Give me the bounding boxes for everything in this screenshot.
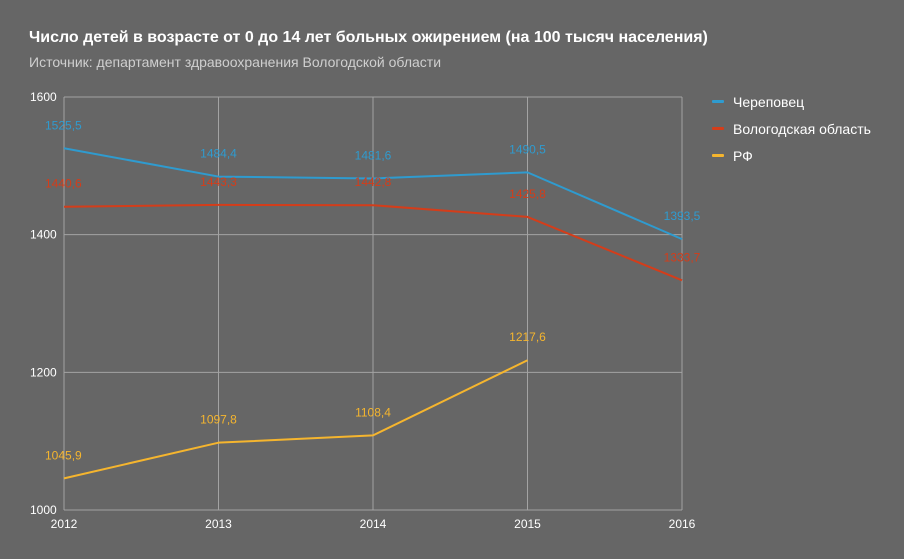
data-label: 1484,4 xyxy=(200,147,237,161)
data-label: 1333,7 xyxy=(664,250,701,264)
data-label: 1393,5 xyxy=(664,209,701,223)
data-label: 1525,5 xyxy=(45,118,82,132)
data-label: 1108,4 xyxy=(355,405,391,419)
series-line-1 xyxy=(63,203,683,282)
chart-title: Число детей в возрасте от 0 до 14 лет бо… xyxy=(29,29,708,46)
y-tick-label: 1600 xyxy=(30,90,57,104)
series-line-0 xyxy=(63,147,683,241)
data-label: 1481,6 xyxy=(355,148,392,162)
data-label: 1097,8 xyxy=(200,413,237,427)
x-tick-label: 2015 xyxy=(514,517,541,531)
y-tick-label: 1200 xyxy=(30,365,57,379)
data-label: 1425,8 xyxy=(509,187,546,201)
legend-swatch xyxy=(712,127,724,130)
chart-subtitle: Источник: департамент здравоохранения Во… xyxy=(29,54,442,70)
x-tick-label: 2012 xyxy=(51,517,78,531)
legend-swatch xyxy=(712,154,724,157)
legend-label: Вологодская область xyxy=(733,120,871,137)
x-tick-label: 2014 xyxy=(360,517,387,531)
legend-swatch xyxy=(712,100,724,103)
y-tick-label: 1400 xyxy=(30,228,57,242)
data-label: 1490,5 xyxy=(509,142,546,156)
legend-item: Вологодская область xyxy=(712,115,871,142)
data-label: 1443,3 xyxy=(200,175,237,189)
series-line-2 xyxy=(63,359,528,480)
legend-item: РФ xyxy=(712,142,871,169)
legend-label: Череповец xyxy=(733,93,805,110)
data-label: 1217,6 xyxy=(509,330,546,344)
data-label: 1045,9 xyxy=(45,448,82,462)
chart-legend: Череповец Вологодская область РФ xyxy=(712,88,871,169)
x-tick-label: 2016 xyxy=(669,517,696,531)
y-tick-label: 1000 xyxy=(30,503,57,517)
x-tick-label: 2013 xyxy=(205,517,232,531)
legend-item: Череповец xyxy=(712,88,871,115)
legend-label: РФ xyxy=(733,147,753,164)
data-label: 1442,8 xyxy=(355,175,392,189)
data-label: 1440,6 xyxy=(45,177,82,191)
